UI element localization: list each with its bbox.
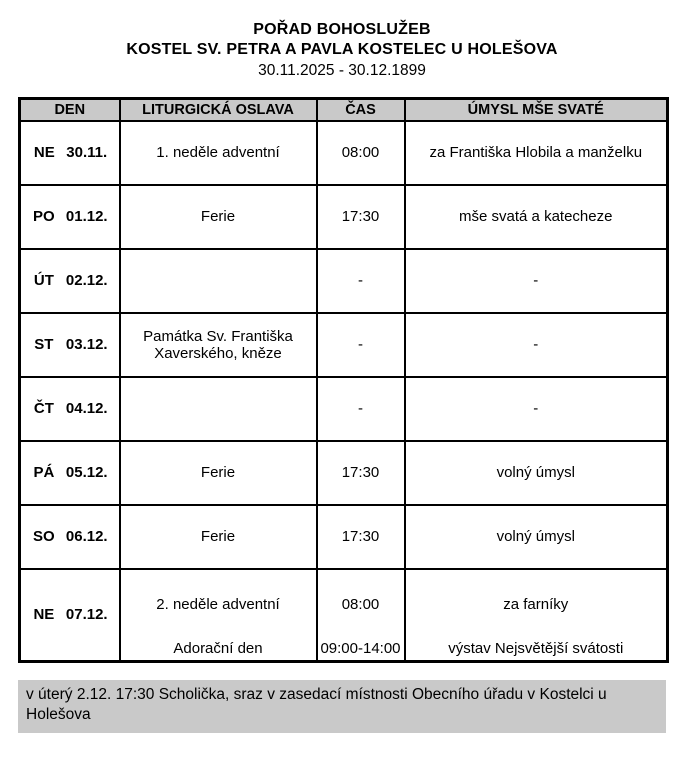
day-date: 04.12.: [65, 400, 108, 417]
intention-cell: volný úmysl: [403, 503, 669, 570]
intention-secondary: výstav Nejsvětější svátosti: [448, 639, 624, 657]
table-row-st-03-12: ST 03.12. Památka Sv. Františka Xaverskéh…: [18, 311, 669, 378]
day-abbreviation: PO: [33, 208, 55, 225]
day-abbreviation: ČT: [33, 400, 54, 417]
table-row-po-01-12: PO 01.12. Ferie 17:30 mše svatá a kateche…: [18, 183, 669, 250]
date-range: 30.11.2025 - 30.12.1899: [258, 62, 426, 79]
celebration-cell: [118, 247, 318, 314]
col-header-cas: ČAS: [315, 97, 406, 122]
col-header-umysl: ÚMYSL MŠE SVATÉ: [403, 97, 669, 122]
page-title: POŘAD BOHOSLUŽEB: [253, 21, 431, 38]
time-cell: 17:30: [315, 439, 406, 506]
time-cell: -: [315, 375, 406, 442]
day-date: 06.12.: [65, 528, 108, 545]
time-cell: 17:30: [315, 503, 406, 570]
celebration-cell: Ferie: [118, 503, 318, 570]
intention-cell: za farníky výstav Nejsvětější svátosti: [403, 567, 669, 662]
table-row-ut-02-12: ÚT 02.12. - -: [18, 247, 669, 314]
day-date: 30.11.: [66, 144, 108, 161]
day-abbreviation: ÚT: [33, 272, 54, 289]
day-date: 03.12.: [65, 336, 108, 353]
table-header-row: DEN LITURGICKÁ OSLAVA ČAS ÚMYSL MŠE SVAT…: [18, 97, 669, 122]
time-cell: 08:00: [315, 119, 406, 186]
day-cell: NE 07.12.: [18, 567, 121, 662]
footer-note: v úterý 2.12. 17:30 Scholička, sraz v za…: [18, 679, 666, 734]
time-cell: 17:30: [315, 183, 406, 250]
intention-cell: mše svatá a katecheze: [403, 183, 669, 250]
celebration-cell: 1. neděle adventní: [118, 119, 318, 186]
time-cell: -: [315, 247, 406, 314]
table-row-ne-07-12: NE 07.12. 2. neděle adventní Adorační den…: [18, 567, 669, 662]
day-cell: PO 01.12.: [18, 183, 121, 250]
celebration-cell: Ferie: [118, 183, 318, 250]
day-cell: ST 03.12.: [18, 311, 121, 378]
day-abbreviation: SO: [33, 528, 55, 545]
day-date: 01.12.: [65, 208, 108, 225]
table-row-so-06-12: SO 06.12. Ferie 17:30 volný úmysl: [18, 503, 669, 570]
celebration-cell: [118, 375, 318, 442]
col-header-den: DEN: [18, 97, 121, 122]
celebration-cell: 2. neděle adventní Adorační den: [118, 567, 318, 662]
celebration-main: 2. neděle adventní: [156, 596, 280, 613]
col-header-liturgicka-oslava: LITURGICKÁ OSLAVA: [118, 97, 318, 122]
intention-main: za farníky: [503, 596, 569, 613]
celebration-cell: Ferie: [118, 439, 318, 506]
day-date: 05.12.: [65, 464, 108, 481]
day-cell: PÁ 05.12.: [18, 439, 121, 506]
celebration-cell: Památka Sv. Františka Xaverského, kněze: [118, 311, 318, 378]
day-date: 02.12.: [65, 272, 108, 289]
celebration-secondary: Adorační den: [173, 639, 263, 657]
intention-cell: -: [403, 247, 669, 314]
title-block: POŘAD BOHOSLUŽEB KOSTEL SV. PETRA A PAVL…: [0, 0, 684, 81]
intention-cell: volný úmysl: [403, 439, 669, 506]
time-main: 08:00: [341, 596, 380, 613]
intention-cell: za Františka Hlobila a manželku: [403, 119, 669, 186]
time-cell: 08:00 09:00-14:00: [315, 567, 406, 662]
day-abbreviation: ST: [34, 336, 54, 353]
page-subtitle: KOSTEL SV. PETRA A PAVLA KOSTELEC U HOLE…: [126, 41, 558, 58]
day-cell: ÚT 02.12.: [18, 247, 121, 314]
day-abbreviation: NE: [33, 606, 55, 623]
day-cell: ČT 04.12.: [18, 375, 121, 442]
intention-cell: -: [403, 311, 669, 378]
day-date: 07.12.: [65, 606, 108, 623]
schedule-table: DEN LITURGICKÁ OSLAVA ČAS ÚMYSL MŠE SVAT…: [18, 97, 669, 663]
table-row-ct-04-12: ČT 04.12. - -: [18, 375, 669, 442]
time-cell: -: [315, 311, 406, 378]
time-secondary: 09:00-14:00: [320, 639, 401, 657]
table-row-ne-30-11: NE 30.11. 1. neděle adventní 08:00 za Fra…: [18, 119, 669, 186]
day-cell: SO 06.12.: [18, 503, 121, 570]
day-abbreviation: PÁ: [33, 464, 55, 481]
intention-cell: -: [403, 375, 669, 442]
day-cell: NE 30.11.: [18, 119, 121, 186]
table-row-pa-05-12: PÁ 05.12. Ferie 17:30 volný úmysl: [18, 439, 669, 506]
day-abbreviation: NE: [33, 144, 55, 161]
